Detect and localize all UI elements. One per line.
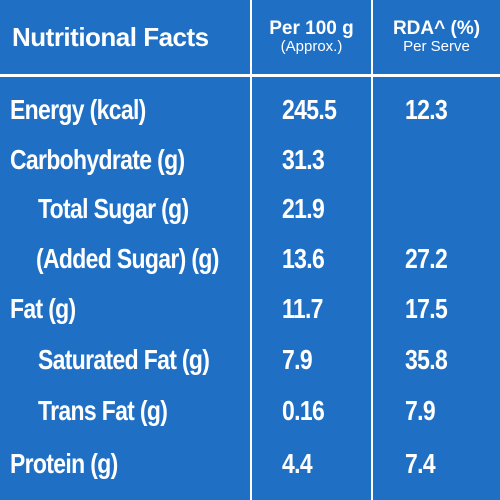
rda-value: 7.9 <box>405 395 436 426</box>
column-divider <box>250 0 252 500</box>
column-header-per-100g: Per 100 g (Approx.) <box>252 0 371 74</box>
per-100g-value: 13.6 <box>282 243 325 274</box>
rda-value: 27.2 <box>405 243 448 274</box>
row-label: (Added Sugar) (g) <box>36 243 219 274</box>
column-header-rda: RDA^ (%) Per Serve <box>373 0 500 74</box>
row-label: Saturated Fat (g) <box>38 344 210 375</box>
per-100g-value: 4.4 <box>282 448 313 479</box>
per-100g-value: 11.7 <box>282 293 323 324</box>
table-row-total-sugar: Total Sugar (g) 21.9 <box>0 185 500 233</box>
per-100g-value: 0.16 <box>282 395 325 426</box>
per-100g-value: 31.3 <box>282 144 325 175</box>
row-label: Fat (g) <box>10 293 76 324</box>
table-title: Nutritional Facts <box>12 0 248 74</box>
table-row-energy: Energy (kcal) 245.5 12.3 <box>0 86 500 134</box>
table-row-carbohydrate: Carbohydrate (g) 31.3 <box>0 136 500 184</box>
row-label: Protein (g) <box>10 448 118 479</box>
table-title-text: Nutritional Facts <box>12 21 209 52</box>
column-header-per-100g-line1: Per 100 g <box>269 18 354 40</box>
per-100g-value: 245.5 <box>282 94 337 125</box>
header-divider <box>0 74 500 77</box>
table-row-trans-fat: Trans Fat (g) 0.16 7.9 <box>0 387 500 435</box>
rda-value: 7.4 <box>405 448 436 479</box>
per-100g-value: 7.9 <box>282 344 313 375</box>
table-row-added-sugar: (Added Sugar) (g) 13.6 27.2 <box>0 235 500 283</box>
table-row-saturated-fat: Saturated Fat (g) 7.9 35.8 <box>0 336 500 384</box>
table-row-fat: Fat (g) 11.7 17.5 <box>0 285 500 333</box>
column-header-rda-line2: Per Serve <box>403 38 470 56</box>
rda-value: 17.5 <box>405 293 448 324</box>
rda-value: 35.8 <box>405 344 448 375</box>
column-header-rda-line1: RDA^ (%) <box>392 18 481 40</box>
row-label: Total Sugar (g) <box>38 193 189 224</box>
row-label: Energy (kcal) <box>10 94 146 125</box>
table-row-protein: Protein (g) 4.4 7.4 <box>0 440 500 488</box>
per-100g-value: 21.9 <box>282 193 325 224</box>
column-header-per-100g-line2: (Approx.) <box>280 38 343 56</box>
column-divider <box>371 0 373 500</box>
rda-value: 12.3 <box>405 94 448 125</box>
row-label: Carbohydrate (g) <box>10 144 185 175</box>
row-label: Trans Fat (g) <box>38 395 168 426</box>
